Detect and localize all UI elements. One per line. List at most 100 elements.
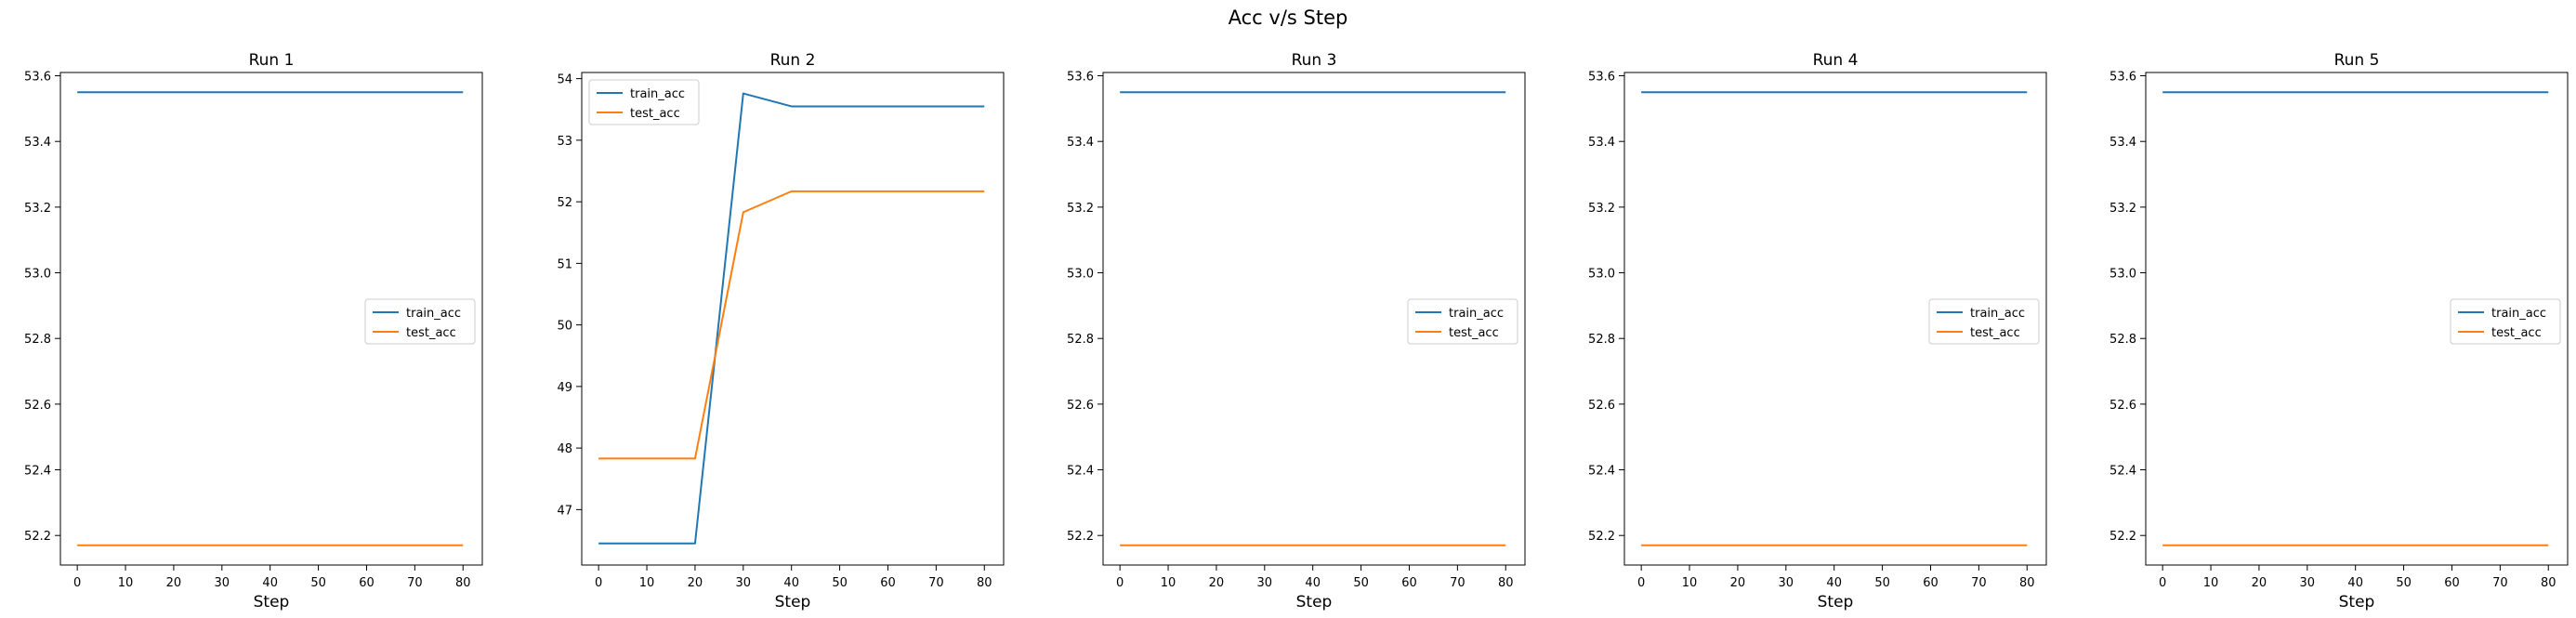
subplot-run-2: Run 2 0 10 20 30 40 50 60 70 80 47 48 49 50 51 52 53 54 St… [557,51,1005,611]
chart-4-ytick-label: 53.0 [1588,268,1615,282]
chart-5-xtick-label: 60 [2444,576,2460,590]
chart-2-axes-frame [581,72,1005,566]
chart-3-xtick-label: 0 [1116,576,1124,590]
chart-5-ytick-label: 52.6 [2109,399,2136,413]
chart-5-xtick-label: 80 [2541,576,2556,590]
chart-2-xtick-label: 10 [639,576,655,590]
chart-3-xtick-label: 50 [1353,576,1369,590]
figure-title: Acc v/s Step [1229,7,1348,29]
chart-2-ytick-label: 53 [557,135,572,149]
chart-4-xtick-label: 50 [1874,576,1890,590]
subplot-run-1: Run 1 0 10 20 30 40 50 60 70 80 52.2 52.4 52.6 52.8 53… [24,51,483,611]
chart-2-xtick-label: 40 [783,576,799,590]
chart-3-ytick-label: 53.0 [1067,268,1094,282]
chart-1-legend-label: train_acc [406,307,461,321]
chart-2-xtick-label: 80 [977,576,992,590]
chart-1-legend-label: test_acc [406,326,456,340]
chart-4-ytick-label: 53.4 [1588,136,1615,150]
chart-1-xtick-label: 0 [73,576,81,590]
chart-2-xtick-label: 50 [832,576,848,590]
chart-2-legend-label: test_acc [630,107,680,121]
chart-5-legend: train_acc test_acc [2450,298,2561,345]
chart-5-ytick-label: 53.4 [2109,136,2136,150]
chart-5-ytick-label: 52.4 [2109,465,2136,479]
chart-1-xtick-label: 30 [215,576,230,590]
chart-4-axes-frame [1623,72,2047,566]
chart-5-legend-label: test_acc [2491,326,2542,340]
chart-1-ytick-label: 53.6 [24,71,51,85]
chart-1-ytick-label: 53.4 [24,136,51,150]
chart-3-ytick-label: 53.6 [1067,71,1094,85]
chart-2-legend: train_acc test_acc [588,79,700,125]
chart-4-ytick-label: 52.6 [1588,399,1615,413]
chart-3-ytick-label: 52.2 [1067,530,1094,544]
chart-2-xlabel: Step [775,593,811,611]
chart-5-xtick-label: 20 [2252,576,2267,590]
chart-1-axes-frame [59,72,483,566]
chart-5-ytick-label: 53.0 [2109,268,2136,282]
chart-3-xtick-label: 30 [1257,576,1273,590]
chart-2-ytick-label: 48 [557,442,572,456]
chart-3-xtick-label: 60 [1401,576,1417,590]
chart-2-ytick-label: 52 [557,196,572,210]
chart-5-xtick-label: 50 [2396,576,2412,590]
chart-3-legend-label: train_acc [1449,307,1504,321]
subplot-run-5: Run 5 0 10 20 30 40 50 60 70 80 52.2 52.4 52.6 52.8 53… [2109,51,2569,611]
chart-3-legend-label: test_acc [1449,326,1499,340]
chart-3-xtick-label: 70 [1450,576,1465,590]
chart-4-xtick-label: 30 [1779,576,1794,590]
chart-4-title: Run 4 [1813,51,1859,70]
chart-1-xlabel: Step [254,593,290,611]
chart-2-series-train-acc [598,92,985,545]
chart-5-xtick-label: 30 [2300,576,2316,590]
chart-2-ytick-label: 51 [557,257,572,271]
chart-3-ytick-label: 52.8 [1067,333,1094,347]
chart-4-xtick-label: 0 [1637,576,1645,590]
chart-1-xtick-label: 70 [407,576,423,590]
chart-3-title: Run 3 [1292,51,1337,70]
chart-2-xtick-label: 30 [736,576,752,590]
chart-4-xtick-label: 60 [1923,576,1939,590]
chart-4-xtick-label: 40 [1826,576,1842,590]
chart-4-ytick-label: 52.4 [1588,465,1615,479]
chart-1-xtick-label: 60 [359,576,375,590]
chart-1-ytick-label: 52.6 [24,399,51,413]
chart-2-ytick-label: 49 [557,381,572,395]
chart-1-ytick-label: 53.0 [24,268,51,282]
chart-1-ytick-label: 53.2 [24,202,51,216]
chart-3-xlabel: Step [1296,593,1333,611]
chart-2-ytick-label: 54 [557,73,572,87]
chart-5-axes-frame [2145,72,2569,566]
chart-4-xtick-label: 20 [1730,576,1746,590]
chart-2-xtick-label: 60 [880,576,896,590]
chart-3-ytick-label: 53.2 [1067,202,1094,216]
chart-5-xtick-label: 40 [2347,576,2363,590]
chart-4-ytick-label: 53.6 [1588,71,1615,85]
chart-3-ytick-label: 53.4 [1067,136,1094,150]
chart-2-xtick-label: 70 [928,576,944,590]
chart-1-ytick-label: 52.2 [24,530,51,544]
chart-2-series-test-acc [598,190,985,460]
chart-1-xtick-label: 80 [455,576,471,590]
chart-2-ytick-label: 50 [557,320,572,334]
chart-3-legend: train_acc test_acc [1407,298,1518,345]
chart-1-xtick-label: 10 [118,576,134,590]
chart-1-ytick-label: 52.4 [24,465,51,479]
chart-2-title: Run 2 [770,51,816,70]
subplot-run-3: Run 3 0 10 20 30 40 50 60 70 80 52.2 52.4 52.6 52.8 53… [1067,51,1526,611]
chart-3-xtick-label: 20 [1209,576,1225,590]
chart-1-xtick-label: 50 [310,576,326,590]
chart-3-ytick-label: 52.4 [1067,465,1094,479]
chart-2-ytick-label: 47 [557,504,572,518]
chart-5-xtick-label: 10 [2203,576,2219,590]
chart-3-xtick-label: 40 [1305,576,1321,590]
chart-2-xtick-label: 20 [688,576,703,590]
chart-4-ytick-label: 52.8 [1588,333,1615,347]
chart-1-legend: train_acc test_acc [364,298,476,345]
chart-5-xtick-label: 0 [2159,576,2166,590]
chart-1-xtick-label: 40 [262,576,278,590]
chart-4-xtick-label: 10 [1682,576,1698,590]
chart-5-legend-label: train_acc [2491,307,2546,321]
chart-1-title: Run 1 [249,51,295,70]
